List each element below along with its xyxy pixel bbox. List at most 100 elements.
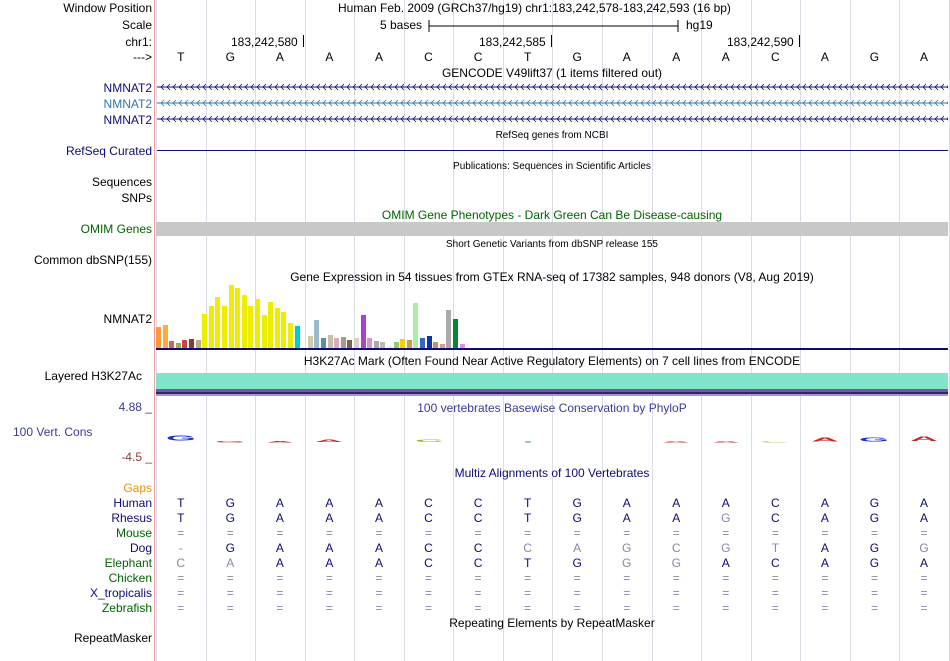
gtex-tissue-bar[interactable] bbox=[426, 336, 432, 348]
gtex-tissue-bar[interactable] bbox=[169, 341, 175, 348]
gtex-tissue-bar[interactable] bbox=[446, 310, 452, 348]
sequence-base[interactable]: A bbox=[374, 50, 383, 64]
multiz-species-label[interactable]: Zebrafish bbox=[101, 601, 152, 615]
gtex-tissue-bar[interactable] bbox=[453, 319, 458, 348]
gtex-tissue-bar[interactable] bbox=[274, 308, 280, 348]
refseq-label[interactable]: RefSeq Curated bbox=[65, 144, 152, 158]
gencode-item-label-2[interactable]: NMNAT2 bbox=[103, 97, 152, 111]
dbsnp-label[interactable]: Common dbSNP(155) bbox=[33, 253, 152, 267]
refseq-title[interactable]: RefSeq genes from NCBI bbox=[495, 130, 609, 141]
gtex-tissue-bar[interactable] bbox=[162, 325, 168, 348]
gtex-tissue-bar[interactable] bbox=[327, 335, 333, 348]
multiz-species-label[interactable]: X_tropicalis bbox=[89, 586, 152, 600]
gtex-tissue-bar[interactable] bbox=[334, 338, 340, 348]
sequence-base[interactable]: A bbox=[672, 50, 681, 64]
sequence-base[interactable]: T bbox=[177, 50, 185, 64]
sequence-base[interactable]: C bbox=[771, 50, 780, 64]
h3k27ac-signal-band[interactable] bbox=[156, 373, 948, 389]
sequence-base[interactable]: G bbox=[225, 50, 235, 64]
gtex-tissue-bar[interactable] bbox=[380, 342, 386, 348]
gtex-tissue-bar[interactable] bbox=[228, 285, 234, 348]
repeatmasker-label[interactable]: RepeatMasker bbox=[73, 631, 152, 645]
multiz-species-label[interactable]: Chicken bbox=[108, 571, 152, 585]
publications-label-snps[interactable]: SNPs bbox=[121, 191, 152, 205]
sequence-base[interactable]: A bbox=[325, 50, 334, 64]
gtex-tissue-bar[interactable] bbox=[459, 344, 465, 348]
gencode-item-label-1[interactable]: NMNAT2 bbox=[103, 81, 152, 95]
gencode-transcript-3[interactable] bbox=[157, 114, 948, 124]
gtex-tissue-bar[interactable] bbox=[406, 340, 412, 348]
omim-feature-bar[interactable] bbox=[156, 222, 948, 236]
gtex-tissue-bar[interactable] bbox=[288, 323, 293, 348]
multiz-title[interactable]: Multiz Alignments of 100 Vertebrates bbox=[454, 466, 650, 480]
repeatmasker-title[interactable]: Repeating Elements by RepeatMasker bbox=[449, 616, 655, 630]
gtex-tissue-bar[interactable] bbox=[433, 342, 439, 348]
gtex-tissue-bar[interactable] bbox=[281, 312, 287, 348]
h3k27ac-title[interactable]: H3K27Ac Mark (Often Found Near Active Re… bbox=[303, 354, 801, 368]
gtex-tissue-bar[interactable] bbox=[307, 336, 313, 348]
sequence-base[interactable]: C bbox=[473, 50, 483, 64]
gtex-tissue-bar[interactable] bbox=[235, 288, 241, 348]
multiz-species-label[interactable]: Human bbox=[113, 496, 152, 510]
multiz-species-label[interactable]: Rhesus bbox=[111, 511, 152, 525]
gtex-tissue-bar[interactable] bbox=[354, 338, 359, 348]
sequence-base[interactable]: A bbox=[920, 50, 929, 64]
gtex-tissue-bar[interactable] bbox=[294, 326, 300, 348]
gtex-tissue-bar[interactable] bbox=[222, 306, 227, 348]
gtex-tissue-bar[interactable] bbox=[340, 337, 346, 348]
multiz-species-label[interactable]: Dog bbox=[129, 541, 152, 555]
gencode-transcript-1[interactable] bbox=[157, 82, 948, 92]
sequence-base[interactable]: G bbox=[869, 50, 880, 64]
gtex-tissue-bar[interactable] bbox=[393, 342, 399, 348]
sequence-base[interactable]: A bbox=[820, 50, 829, 64]
publications-title[interactable]: Publications: Sequences in Scientific Ar… bbox=[453, 161, 651, 172]
multiz-species-label[interactable]: Mouse bbox=[115, 526, 152, 540]
gtex-tissue-bar[interactable] bbox=[261, 315, 267, 348]
gtex-tissue-bar[interactable] bbox=[387, 346, 392, 348]
gencode-transcript-2[interactable] bbox=[157, 98, 948, 108]
sequence-base[interactable]: A bbox=[622, 50, 631, 64]
gtex-tissue-bar[interactable] bbox=[314, 320, 320, 348]
gtex-label[interactable]: NMNAT2 bbox=[103, 312, 152, 326]
publications-label-sequences[interactable]: Sequences bbox=[91, 175, 152, 189]
gtex-tissue-bar[interactable] bbox=[202, 314, 208, 348]
multiz-species-label[interactable]: Elephant bbox=[104, 556, 152, 570]
gtex-tissue-bar[interactable] bbox=[373, 341, 379, 348]
gtex-tissue-bar[interactable] bbox=[360, 315, 366, 348]
gencode-item-label-3[interactable]: NMNAT2 bbox=[103, 113, 152, 127]
window-position-value[interactable]: Human Feb. 2009 (GRCh37/hg19) chr1:183,2… bbox=[338, 1, 731, 15]
gtex-tissue-bar[interactable] bbox=[347, 340, 353, 348]
gtex-tissue-bar[interactable] bbox=[208, 306, 214, 348]
gtex-tissue-bar[interactable] bbox=[268, 302, 274, 348]
gtex-tissue-bar[interactable] bbox=[321, 338, 326, 348]
gtex-title[interactable]: Gene Expression in 54 tissues from GTEx … bbox=[290, 270, 814, 284]
refseq-gene-line[interactable] bbox=[157, 150, 948, 151]
sequence-base[interactable]: A bbox=[275, 50, 284, 64]
gtex-tissue-bar[interactable] bbox=[255, 299, 260, 348]
gtex-tissue-bar[interactable] bbox=[439, 344, 445, 348]
omim-title[interactable]: OMIM Gene Phenotypes - Dark Green Can Be… bbox=[381, 208, 723, 222]
gtex-tissue-bar[interactable] bbox=[189, 339, 194, 348]
gtex-tissue-bar[interactable] bbox=[400, 339, 406, 348]
h3k27ac-label[interactable]: Layered H3K27Ac bbox=[44, 369, 142, 383]
omim-label[interactable]: OMIM Genes bbox=[80, 222, 152, 236]
sequence-base[interactable]: C bbox=[424, 50, 433, 64]
gtex-tissue-bar[interactable] bbox=[182, 340, 188, 348]
sequence-base[interactable]: G bbox=[572, 50, 582, 64]
gtex-tissue-bar[interactable] bbox=[241, 295, 247, 348]
gtex-tissue-bar[interactable] bbox=[248, 306, 254, 348]
gtex-tissue-bar[interactable] bbox=[420, 338, 425, 348]
gtex-tissue-bar[interactable] bbox=[413, 303, 419, 348]
dbsnp-title[interactable]: Short Genetic Variants from dbSNP releas… bbox=[446, 239, 658, 250]
gencode-title[interactable]: GENCODE V49lift37 (1 items filtered out) bbox=[441, 66, 663, 80]
gtex-tissue-bar[interactable] bbox=[195, 340, 201, 348]
gtex-tissue-bar[interactable] bbox=[215, 297, 221, 348]
gtex-tissue-bar[interactable] bbox=[156, 327, 161, 348]
conservation-title[interactable]: 100 vertebrates Basewise Conservation by… bbox=[417, 401, 687, 415]
gtex-tissue-bar[interactable] bbox=[175, 343, 181, 348]
sequence-base[interactable]: T bbox=[523, 50, 532, 64]
gtex-bar-chart[interactable] bbox=[156, 284, 556, 348]
sequence-base[interactable]: A bbox=[721, 50, 730, 64]
gtex-tissue-bar[interactable] bbox=[367, 338, 373, 348]
conservation-label[interactable]: 100 Vert. Cons bbox=[13, 425, 93, 439]
